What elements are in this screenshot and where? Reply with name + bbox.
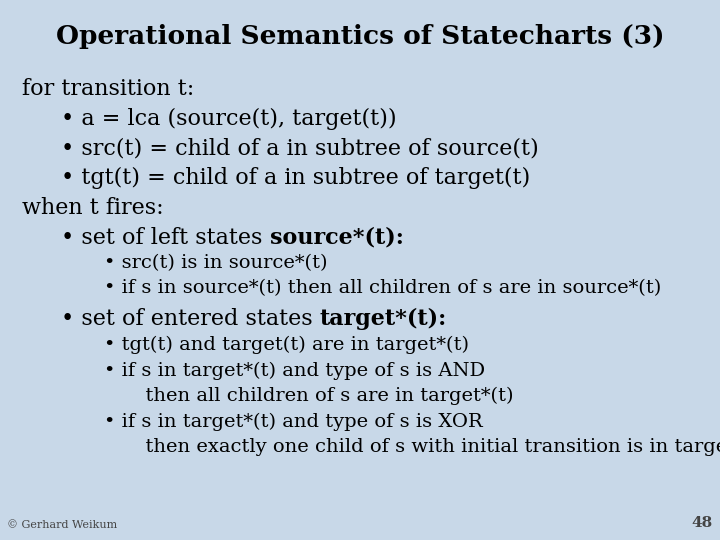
Text: source*(t):: source*(t): xyxy=(270,227,404,249)
Text: Operational Semantics of Statecharts (3): Operational Semantics of Statecharts (3) xyxy=(55,24,665,49)
Text: when t fires:: when t fires: xyxy=(22,197,163,219)
Text: • a = lca (source(t), target(t)): • a = lca (source(t), target(t)) xyxy=(61,108,397,130)
Text: • set of left states: • set of left states xyxy=(61,227,270,249)
Text: 48: 48 xyxy=(691,516,713,530)
Text: • if s in source*(t) then all children of s are in source*(t): • if s in source*(t) then all children o… xyxy=(104,279,662,297)
Text: • if s in target*(t) and type of s is AND: • if s in target*(t) and type of s is AN… xyxy=(104,362,485,380)
Text: © Gerhard Weikum: © Gerhard Weikum xyxy=(7,520,117,530)
Text: • tgt(t) = child of a in subtree of target(t): • tgt(t) = child of a in subtree of targ… xyxy=(61,167,531,190)
Text: then all children of s are in target*(t): then all children of s are in target*(t) xyxy=(133,387,513,406)
Text: • tgt(t) and target(t) are in target*(t): • tgt(t) and target(t) are in target*(t) xyxy=(104,336,469,354)
Text: for transition t:: for transition t: xyxy=(22,78,194,100)
Text: target*(t):: target*(t): xyxy=(320,308,447,330)
Text: • src(t) is in source*(t): • src(t) is in source*(t) xyxy=(104,254,328,272)
Text: • set of entered states: • set of entered states xyxy=(61,308,320,330)
Text: then exactly one child of s with initial transition is in target*(t): then exactly one child of s with initial… xyxy=(133,438,720,456)
Text: • src(t) = child of a in subtree of source(t): • src(t) = child of a in subtree of sour… xyxy=(61,138,539,160)
Text: • if s in target*(t) and type of s is XOR: • if s in target*(t) and type of s is XO… xyxy=(104,413,483,431)
